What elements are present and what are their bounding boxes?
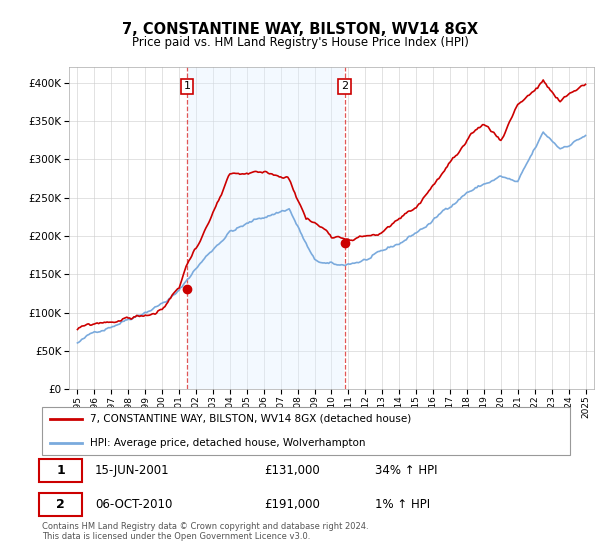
Text: 2: 2 bbox=[341, 81, 348, 91]
Text: Price paid vs. HM Land Registry's House Price Index (HPI): Price paid vs. HM Land Registry's House … bbox=[131, 36, 469, 49]
Text: 1: 1 bbox=[184, 81, 190, 91]
Text: 7, CONSTANTINE WAY, BILSTON, WV14 8GX: 7, CONSTANTINE WAY, BILSTON, WV14 8GX bbox=[122, 22, 478, 38]
Text: 7, CONSTANTINE WAY, BILSTON, WV14 8GX (detached house): 7, CONSTANTINE WAY, BILSTON, WV14 8GX (d… bbox=[89, 413, 411, 423]
Text: £131,000: £131,000 bbox=[264, 464, 320, 477]
Text: 34% ↑ HPI: 34% ↑ HPI bbox=[374, 464, 437, 477]
Text: Contains HM Land Registry data © Crown copyright and database right 2024.
This d: Contains HM Land Registry data © Crown c… bbox=[42, 522, 368, 542]
FancyBboxPatch shape bbox=[40, 459, 82, 482]
FancyBboxPatch shape bbox=[42, 407, 570, 455]
Text: 2: 2 bbox=[56, 498, 65, 511]
Text: 15-JUN-2001: 15-JUN-2001 bbox=[95, 464, 169, 477]
Text: 1% ↑ HPI: 1% ↑ HPI bbox=[374, 498, 430, 511]
Text: 1: 1 bbox=[56, 464, 65, 477]
Text: £191,000: £191,000 bbox=[264, 498, 320, 511]
Text: 06-OCT-2010: 06-OCT-2010 bbox=[95, 498, 172, 511]
FancyBboxPatch shape bbox=[40, 493, 82, 516]
Text: HPI: Average price, detached house, Wolverhampton: HPI: Average price, detached house, Wolv… bbox=[89, 438, 365, 449]
